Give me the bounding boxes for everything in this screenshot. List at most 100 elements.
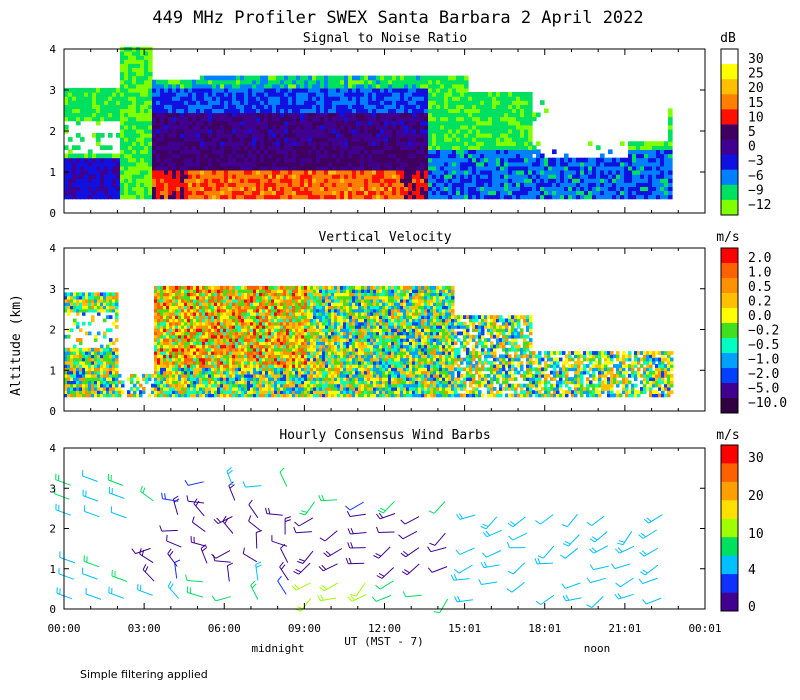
velocity-cell — [190, 351, 194, 355]
velocity-cell — [127, 390, 131, 394]
snr-cell — [392, 120, 397, 126]
snr-cell — [468, 112, 473, 118]
snr-cell — [308, 190, 313, 196]
snr-cell — [272, 112, 277, 118]
snr-cell — [152, 133, 157, 138]
velocity-cell — [208, 308, 212, 313]
snr-cell — [172, 104, 177, 109]
snr-cell — [480, 124, 485, 130]
velocity-cell — [184, 328, 188, 333]
snr-cell — [596, 157, 601, 163]
snr-cell — [536, 161, 541, 167]
snr-cell — [180, 141, 185, 146]
snr-cell — [416, 186, 421, 191]
snr-cell — [388, 165, 393, 171]
snr-cell — [360, 128, 365, 134]
snr-cell — [392, 96, 397, 101]
snr-cell — [160, 153, 165, 159]
snr-cell — [504, 112, 509, 118]
velocity-cell — [91, 364, 95, 368]
velocity-cell — [103, 367, 107, 372]
snr-cell — [364, 157, 369, 163]
snr-cell — [124, 67, 129, 73]
velocity-cell — [193, 334, 197, 339]
snr-cell — [420, 178, 425, 183]
snr-cell — [104, 165, 109, 171]
snr-cell — [64, 161, 69, 167]
velocity-cell — [157, 312, 161, 316]
velocity-cell — [64, 357, 68, 362]
snr-cell — [428, 75, 433, 81]
snr-cell — [444, 120, 449, 126]
velocity-cell — [91, 347, 95, 352]
snr-cell — [480, 128, 485, 134]
snr-cell — [548, 157, 553, 163]
snr-cell — [400, 182, 405, 187]
snr-cell — [500, 170, 505, 175]
velocity-cell — [184, 318, 188, 323]
snr-cell — [468, 137, 473, 142]
velocity-cell — [91, 308, 95, 313]
snr-cell — [236, 92, 241, 97]
velocity-cell — [154, 312, 158, 316]
snr-cell — [388, 161, 393, 167]
snr-cell — [64, 186, 69, 191]
velocity-cell — [202, 364, 206, 368]
snr-cell — [156, 141, 161, 146]
snr-cell — [516, 112, 521, 118]
snr-cell — [504, 145, 509, 150]
snr-cell — [452, 92, 457, 97]
snr-cell — [152, 170, 157, 175]
snr-cell — [168, 104, 173, 109]
velocity-cell — [166, 298, 170, 303]
velocity-cell — [208, 383, 212, 388]
snr-cell — [84, 92, 89, 97]
snr-cell — [372, 153, 377, 159]
velocity-cell — [181, 364, 185, 368]
snr-cell — [580, 170, 585, 175]
snr-cell — [628, 190, 633, 196]
velocity-cell — [157, 383, 161, 388]
snr-cell — [288, 124, 293, 130]
snr-cell — [144, 83, 149, 89]
snr-cell — [328, 137, 333, 142]
snr-cell — [240, 75, 245, 81]
snr-cell — [136, 149, 141, 155]
velocity-cell — [64, 354, 68, 359]
velocity-cell — [187, 373, 191, 378]
snr-cell — [284, 161, 289, 167]
snr-cell — [72, 190, 77, 196]
snr-cell — [660, 182, 665, 187]
snr-cell — [404, 120, 409, 126]
velocity-cell — [190, 344, 194, 349]
snr-cell — [88, 194, 93, 200]
snr-cell — [516, 145, 521, 150]
y-tick-label: 0 — [49, 207, 56, 220]
snr-cell — [260, 104, 265, 109]
velocity-cell — [208, 315, 212, 319]
snr-cell — [148, 161, 153, 167]
snr-cell — [492, 92, 497, 97]
snr-cell — [476, 92, 481, 97]
snr-cell — [192, 194, 197, 200]
snr-cell — [288, 112, 293, 118]
snr-cell — [228, 145, 233, 150]
snr-cell — [620, 174, 625, 179]
snr-cell — [496, 141, 501, 146]
snr-cell — [668, 108, 673, 114]
snr-cell — [156, 190, 161, 196]
snr-cell — [568, 157, 573, 163]
snr-cell — [452, 116, 457, 122]
velocity-cell — [163, 393, 167, 398]
snr-cell — [216, 108, 221, 114]
velocity-cell — [199, 367, 203, 372]
velocity-cell — [82, 393, 86, 398]
snr-cell — [432, 75, 437, 81]
snr-cell — [496, 182, 501, 187]
snr-cell — [608, 157, 613, 163]
snr-cell — [312, 79, 317, 85]
snr-cell — [312, 133, 317, 138]
snr-cell — [408, 153, 413, 159]
snr-cell — [104, 178, 109, 183]
snr-cell — [184, 124, 189, 130]
